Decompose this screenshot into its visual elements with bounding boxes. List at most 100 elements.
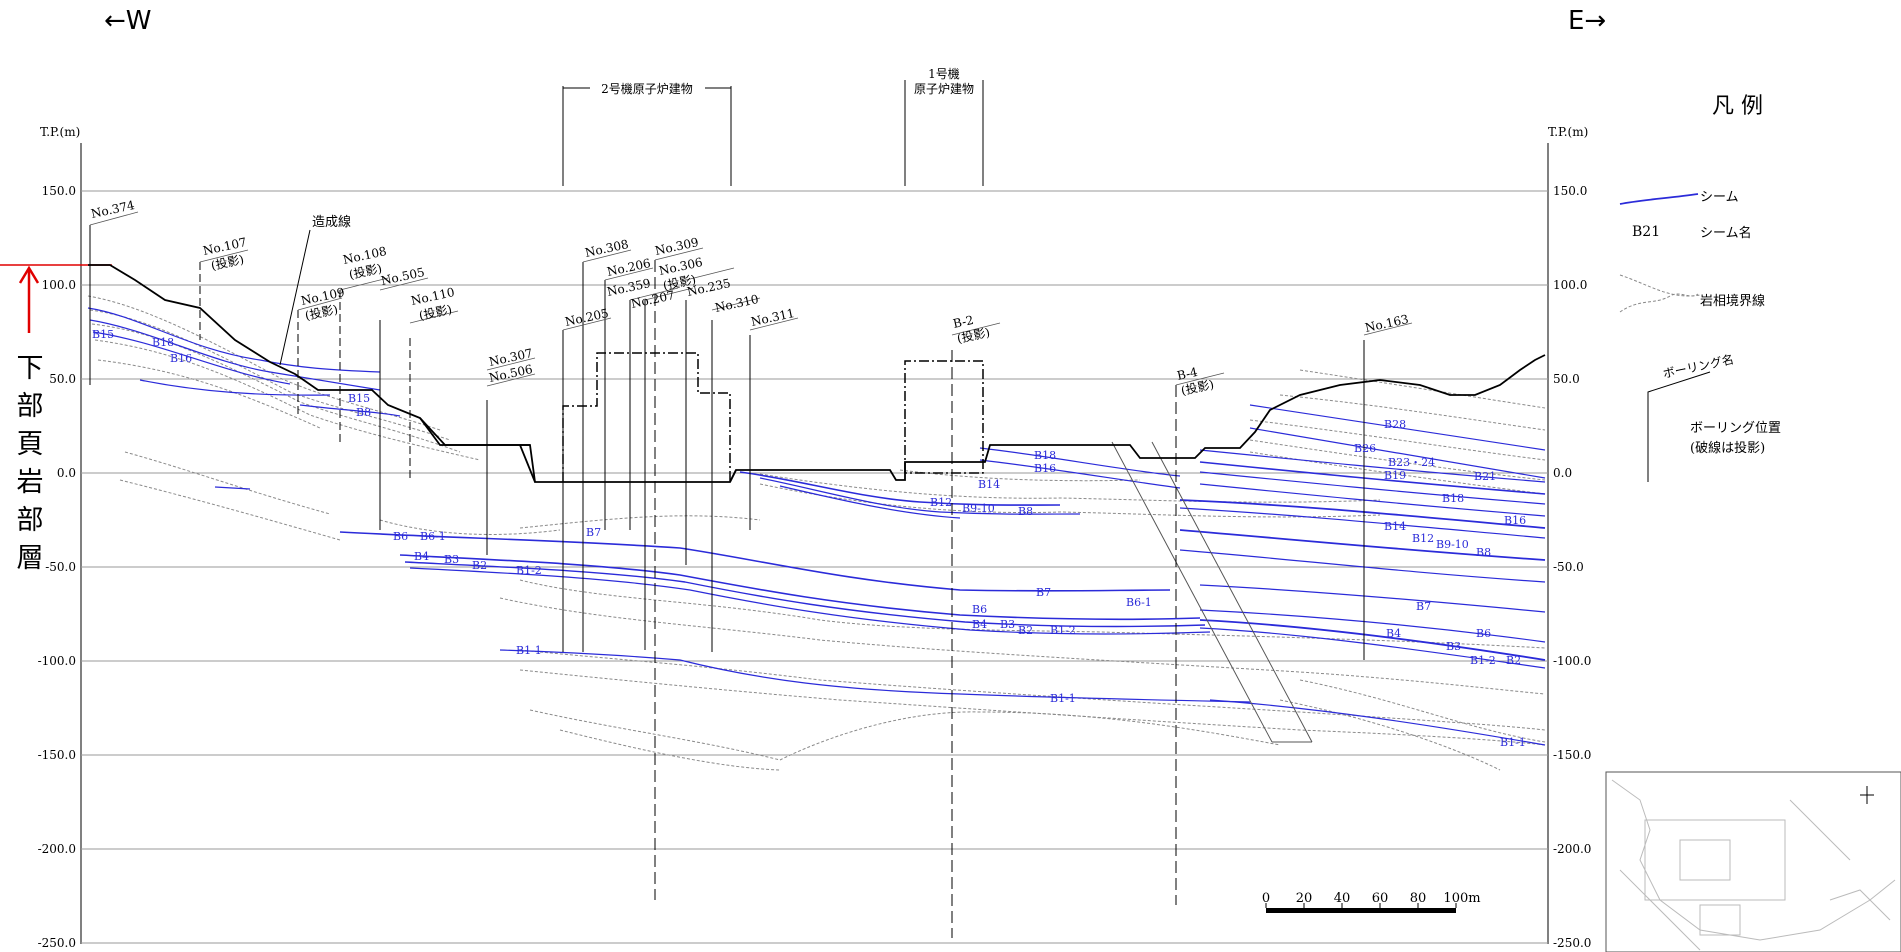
borehole-label: No.310 xyxy=(714,292,760,315)
seam-label: B8 xyxy=(356,406,371,419)
lithologic-boundaries xyxy=(87,274,1701,771)
borehole-note: (投影) xyxy=(418,301,454,323)
seam-label: B6-1 xyxy=(1126,596,1152,609)
seam-label: B3 xyxy=(1000,618,1015,631)
borehole-label: B-2 xyxy=(952,313,975,331)
borehole-note: (投影) xyxy=(304,301,340,323)
borehole-label: No.374 xyxy=(90,198,137,221)
borehole-lines xyxy=(89,225,1365,938)
tick-label-left: 150.0 xyxy=(42,184,76,198)
legend-boundary-swatch xyxy=(1619,293,1699,313)
lower-shale-member-marker xyxy=(0,264,112,333)
scale-tick-label: 40 xyxy=(1334,891,1351,906)
seam-label: B12 xyxy=(930,496,952,509)
legend-title: 凡 例 xyxy=(1712,94,1763,119)
tick-label-right: 150.0 xyxy=(1553,184,1587,198)
tick-label-right: 100.0 xyxy=(1553,278,1587,292)
seam-label: B9-10 xyxy=(962,502,995,515)
seam-label: B2 xyxy=(1506,654,1521,667)
key-map-inset xyxy=(1605,771,1901,952)
seam-label: B6 xyxy=(393,530,408,543)
seam-label: B1-2 xyxy=(1470,654,1496,667)
seam-label: B8 xyxy=(1476,546,1491,559)
axis-unit-left: T.P.(m) xyxy=(40,125,80,139)
seam-label: B6 xyxy=(1476,627,1491,640)
west-direction-label: ←W xyxy=(104,6,152,36)
seam-label: B3 xyxy=(1446,640,1461,653)
tick-label-left: -250.0 xyxy=(38,936,76,950)
reactor-building-unit2 xyxy=(562,352,731,482)
legend-boring-name: ボーリング名 xyxy=(1662,351,1736,381)
seam-label: B7 xyxy=(1416,600,1431,613)
scale-tick-label: 60 xyxy=(1372,891,1389,906)
tick-label-left: 0.0 xyxy=(57,466,76,480)
unit1-label-line2: 原子炉建物 xyxy=(914,82,974,96)
seam-label: B12 xyxy=(1412,532,1434,545)
legend-seam-label: シーム xyxy=(1700,190,1739,205)
borehole-note: (投影) xyxy=(1180,376,1216,398)
seam-label: B18 xyxy=(152,336,174,349)
seam-label: B8 xyxy=(1018,505,1033,518)
unit2-reactor-building-label: 2号機原子炉建物 xyxy=(601,81,693,96)
seam-label: B16 xyxy=(170,352,192,365)
seam-label: B4 xyxy=(1386,627,1401,640)
borehole-note: (投影) xyxy=(662,271,698,293)
borehole-label: No.108 xyxy=(342,244,388,267)
axis-frame xyxy=(80,143,1549,944)
seam-label: B7 xyxy=(1036,586,1051,599)
tick-label-left: -100.0 xyxy=(38,654,76,668)
borehole-note: (投影) xyxy=(210,251,246,273)
tick-label-right: -100.0 xyxy=(1553,654,1591,668)
legend-boring-swatch xyxy=(1647,371,1711,482)
unit2-label-group xyxy=(562,86,732,186)
lower-shale-member-label: 下部頁岩部層 xyxy=(16,353,44,574)
legend-seam-swatch xyxy=(1619,193,1699,205)
seams xyxy=(87,307,1546,746)
borehole-label: No.163 xyxy=(1364,312,1410,335)
tick-label-right: 50.0 xyxy=(1553,372,1580,386)
scale-tick-label: 100m xyxy=(1443,891,1480,906)
seam-label: B21 xyxy=(1474,470,1496,483)
axis-unit-right: T.P.(m) xyxy=(1548,125,1588,139)
seam-label: B6-1 xyxy=(420,530,446,543)
seam-label: B18 xyxy=(1442,492,1464,505)
seam-label: B14 xyxy=(978,478,1000,491)
seam-label: B1-1 xyxy=(1500,736,1526,749)
seam-label: B15 xyxy=(348,392,370,405)
tick-label-left: 100.0 xyxy=(42,278,76,292)
seam-label: B26 xyxy=(1354,442,1376,455)
tick-label-right: -150.0 xyxy=(1553,748,1591,762)
gridlines xyxy=(81,190,1548,944)
borehole-label: No.311 xyxy=(750,306,796,329)
seam-label: B28 xyxy=(1384,418,1406,431)
tick-label-right: 0.0 xyxy=(1553,466,1572,480)
seam-label: B23・24 xyxy=(1388,456,1435,469)
seam-label: B7 xyxy=(586,526,601,539)
unit1-label-group xyxy=(904,80,984,186)
legend-boring-position-line1: ボーリング位置 xyxy=(1690,421,1781,436)
fill-line-label: 造成線 xyxy=(312,214,351,230)
tick-label-left: -50.0 xyxy=(45,560,76,574)
east-direction-label: E→ xyxy=(1568,6,1607,36)
borehole-label: No.205 xyxy=(564,306,610,329)
seam-label: B16 xyxy=(1034,462,1056,475)
fault-zone xyxy=(1111,441,1313,743)
tick-label-right: -250.0 xyxy=(1553,936,1591,950)
scale-tick-label: 20 xyxy=(1296,891,1313,906)
legend-seam-name-label: シーム名 xyxy=(1700,225,1752,241)
seam-label: B3 xyxy=(444,553,459,566)
seam-label: B4 xyxy=(972,618,987,631)
seam-label: B6 xyxy=(972,603,987,616)
scale-bar: 0 20 40 60 80 100m xyxy=(1262,891,1481,913)
tick-label-left: -150.0 xyxy=(38,748,76,762)
fill-line-leader xyxy=(279,229,311,366)
unit1-label-line1: 1号機 xyxy=(928,66,960,81)
seam-label: B18 xyxy=(1034,449,1056,462)
seam-label: B9-10 xyxy=(1436,538,1469,551)
borehole-note: (投影) xyxy=(348,260,384,282)
seam-label: B14 xyxy=(1384,520,1406,533)
legend-boring-position-line2: (破線は投影) xyxy=(1690,440,1765,456)
tick-label-right: -50.0 xyxy=(1553,560,1584,574)
seam-label: B1-1 xyxy=(1050,692,1076,705)
